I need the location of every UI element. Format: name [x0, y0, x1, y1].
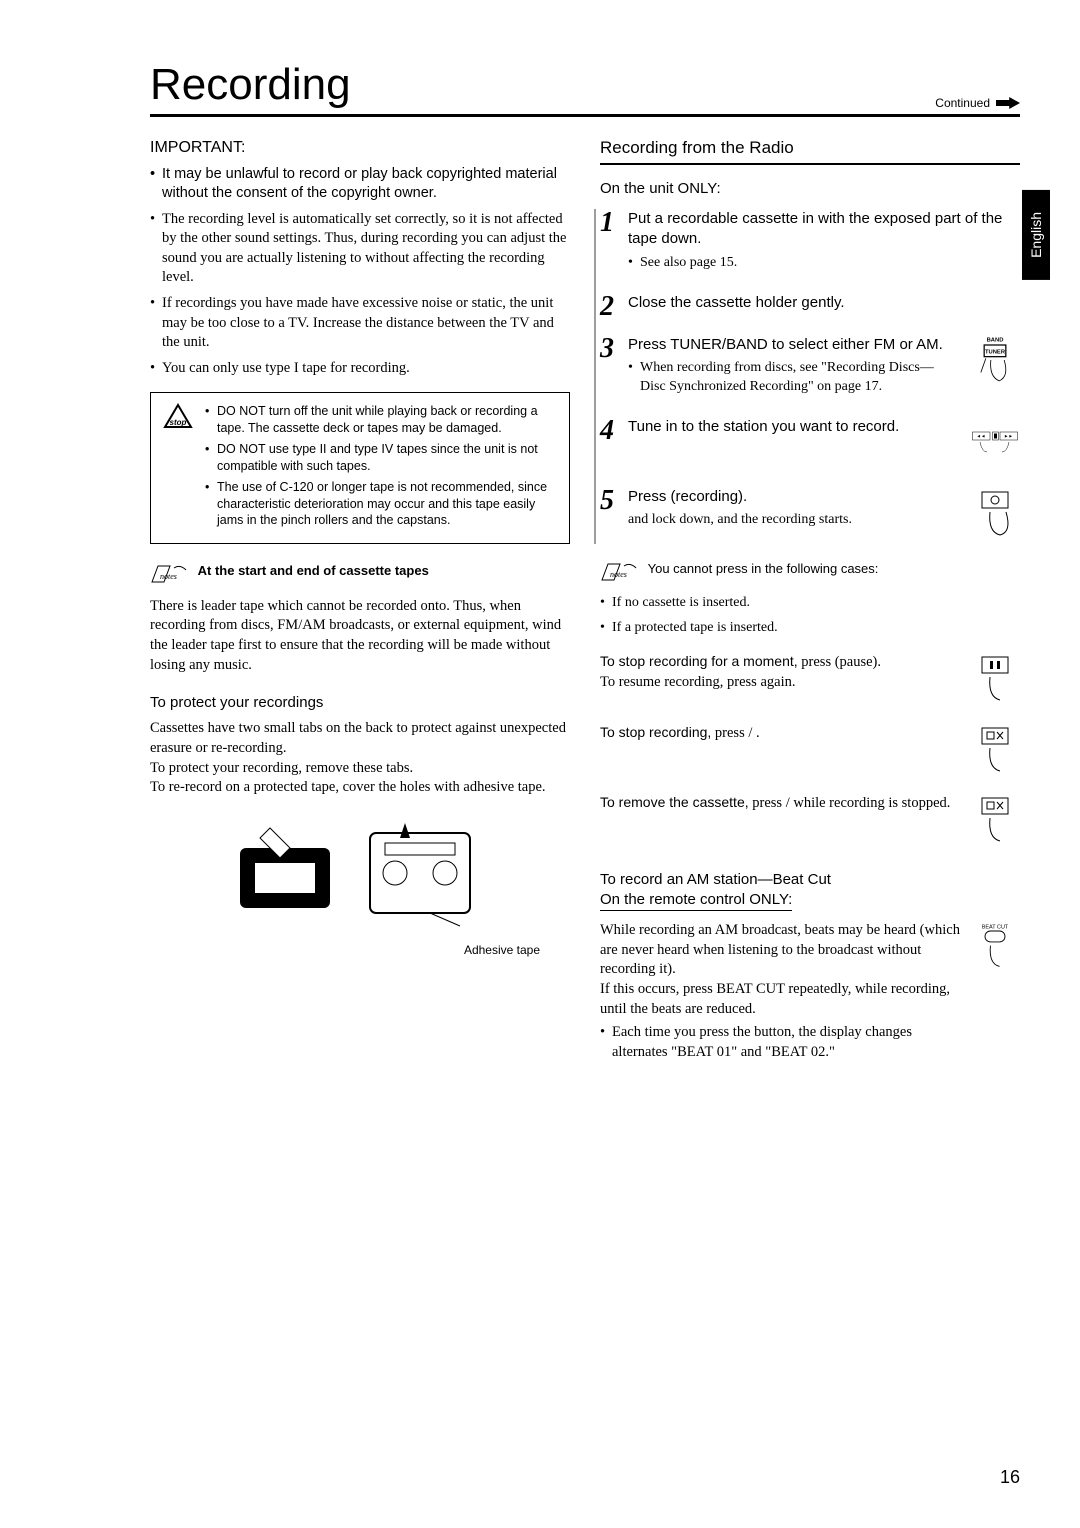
- stop-moment-text: press (pause).: [798, 654, 881, 670]
- important-bullet-3: If recordings you have made have excessi…: [162, 294, 570, 353]
- header: Recording Continued: [150, 60, 1020, 117]
- beatcut-button-icon: BEAT CUT: [970, 921, 1020, 978]
- step-3-num: 3: [600, 335, 622, 363]
- protect-p3: To re-record on a protected tape, cover …: [150, 778, 570, 798]
- svg-text:stop: stop: [170, 418, 187, 427]
- caution-box: stop DO NOT turn off the unit while play…: [150, 392, 570, 544]
- tuner-button-icon: BAND TUNER: [970, 335, 1020, 392]
- tape-illustration: Adhesive tape: [150, 818, 570, 959]
- beat-p1: While recording an AM broadcast, beats m…: [600, 921, 970, 980]
- caution-3: The use of C-120 or longer tape is not r…: [217, 479, 557, 530]
- caution-2: DO NOT use type II and type IV tapes sin…: [217, 441, 557, 475]
- record-button-icon: [970, 487, 1020, 544]
- notes-body: There is leader tape which cannot be rec…: [150, 597, 570, 675]
- notes2-a: If no cassette is inserted.: [612, 594, 750, 613]
- right-column: Recording from the Radio On the unit ONL…: [600, 137, 1020, 1082]
- step-4-num: 4: [600, 417, 622, 445]
- beat-bullet: Each time you press the button, the disp…: [612, 1023, 970, 1062]
- stop-rec-text: press / .: [711, 725, 759, 741]
- svg-text:TUNER: TUNER: [985, 349, 1006, 355]
- notes2-heading: You cannot press in the following cases:: [648, 561, 879, 576]
- tune-buttons-icon: ◄◄ ►►: [970, 417, 1020, 474]
- remove-bold: To remove the cassette,: [600, 794, 749, 810]
- stop-icon: stop: [159, 403, 197, 533]
- remote-only-label: On the remote control ONLY:: [600, 890, 792, 911]
- svg-text:BAND: BAND: [987, 337, 1004, 343]
- important-bullet-1: It may be unlawful to record or play bac…: [162, 165, 570, 204]
- notes-heading: At the start and end of cassette tapes: [198, 563, 429, 578]
- svg-text:notes: notes: [160, 572, 177, 581]
- notes-block-2: notes You cannot press in the following …: [600, 560, 1020, 638]
- step-1-note: See also page 15.: [640, 254, 737, 273]
- step-5-text: Press (recording).: [628, 488, 747, 505]
- language-tab: English: [1022, 190, 1050, 280]
- svg-text:◄◄: ◄◄: [977, 433, 986, 438]
- step-5-num: 5: [600, 487, 622, 515]
- eject-button-icon: [970, 793, 1020, 850]
- step-1-text: Put a recordable cassette in with the ex…: [628, 210, 1002, 247]
- notes-icon: notes: [150, 562, 190, 597]
- notes-block: notes At the start and end of cassette t…: [150, 562, 570, 675]
- svg-text:notes: notes: [610, 570, 627, 579]
- continued-arrow-icon: [996, 97, 1020, 109]
- important-heading: IMPORTANT:: [150, 137, 570, 159]
- notes2-b: If a protected tape is inserted.: [612, 619, 778, 638]
- beat-p2: If this occurs, press BEAT CUT repeatedl…: [600, 980, 970, 1019]
- caution-1: DO NOT turn off the unit while playing b…: [217, 403, 557, 437]
- step-3-note: When recording from discs, see "Recordin…: [640, 359, 956, 397]
- notes-icon: notes: [600, 560, 640, 595]
- page-number: 16: [1000, 1467, 1020, 1488]
- svg-text:►►: ►►: [1004, 433, 1013, 438]
- stop-moment-bold: To stop recording for a moment,: [600, 653, 798, 669]
- pause-button-icon: [970, 652, 1020, 709]
- protect-p1: Cassettes have two small tabs on the bac…: [150, 719, 570, 758]
- left-column: IMPORTANT: It may be unlawful to record …: [150, 137, 570, 1082]
- stop-button-icon: [970, 723, 1020, 780]
- protect-heading: To protect your recordings: [150, 693, 570, 713]
- section-heading: Recording from the Radio: [600, 137, 1020, 165]
- beat-cut-heading: To record an AM station—Beat Cut: [600, 870, 1020, 890]
- svg-text:BEAT CUT: BEAT CUT: [982, 925, 1009, 931]
- important-bullet-4: You can only use type I tape for recordi…: [162, 359, 410, 379]
- important-bullet-2: The recording level is automatically set…: [162, 210, 570, 288]
- stop-rec-bold: To stop recording,: [600, 724, 711, 740]
- page-title: Recording: [150, 60, 351, 110]
- stop-moment-text2: To resume recording, press again.: [600, 673, 881, 693]
- step-4-text: Tune in to the station you want to recor…: [628, 418, 899, 435]
- step-3-text: Press TUNER/BAND to select either FM or …: [628, 336, 943, 353]
- protect-p2: To protect your recording, remove these …: [150, 759, 570, 779]
- step-2-num: 2: [600, 293, 622, 321]
- on-unit-label: On the unit ONLY:: [600, 179, 1020, 199]
- step-5-note: and lock down, and the recording starts.: [628, 511, 956, 530]
- step-1-num: 1: [600, 209, 622, 237]
- remove-text: press / while recording is stopped.: [749, 795, 951, 811]
- adhesive-caption: Adhesive tape: [150, 942, 570, 958]
- continued-label: Continued: [935, 96, 1020, 110]
- step-2-text: Close the cassette holder gently.: [628, 294, 845, 311]
